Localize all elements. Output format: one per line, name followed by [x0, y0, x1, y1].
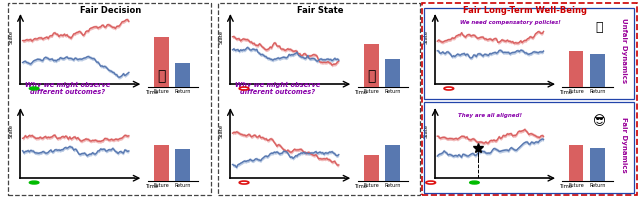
Bar — [364, 44, 379, 87]
Text: Fair State: Fair State — [297, 6, 344, 15]
Text: State: State — [9, 30, 13, 44]
Text: They are all aligned!: They are all aligned! — [458, 113, 522, 118]
Text: State: State — [424, 30, 428, 44]
Text: Time: Time — [355, 184, 369, 188]
Bar — [385, 59, 400, 87]
Text: Fair Long-Term Well-Being: Fair Long-Term Well-Being — [463, 6, 587, 15]
Bar — [175, 63, 190, 87]
Text: Time: Time — [560, 184, 573, 188]
Bar — [590, 148, 605, 181]
Text: 🤔: 🤔 — [157, 69, 165, 83]
Text: Time: Time — [145, 89, 159, 94]
Text: Fair Dynamics: Fair Dynamics — [621, 117, 627, 172]
Text: Why we might observe
different outcomes?: Why we might observe different outcomes? — [25, 82, 110, 95]
Text: 🧐: 🧐 — [596, 21, 603, 34]
Text: Time: Time — [355, 89, 369, 94]
Text: State: State — [219, 30, 223, 44]
Text: 🤔: 🤔 — [367, 69, 375, 83]
Text: Unfair Dynamics: Unfair Dynamics — [621, 18, 627, 83]
Text: State: State — [424, 124, 428, 138]
Text: State: State — [219, 124, 223, 138]
Text: State: State — [9, 124, 13, 138]
Bar — [590, 54, 605, 87]
Bar — [569, 145, 584, 181]
Bar — [569, 51, 584, 87]
Bar — [154, 37, 169, 87]
Text: 😎: 😎 — [593, 115, 606, 128]
Text: Fair Decision: Fair Decision — [80, 6, 141, 15]
Bar — [385, 145, 400, 181]
Text: We need compensatory policies!: We need compensatory policies! — [460, 20, 561, 25]
Bar — [175, 149, 190, 181]
Text: Time: Time — [560, 89, 573, 94]
Text: Time: Time — [145, 184, 159, 188]
Bar — [154, 145, 169, 181]
Bar — [364, 155, 379, 181]
Text: Why we might observe
different outcomes?: Why we might observe different outcomes? — [235, 82, 320, 95]
